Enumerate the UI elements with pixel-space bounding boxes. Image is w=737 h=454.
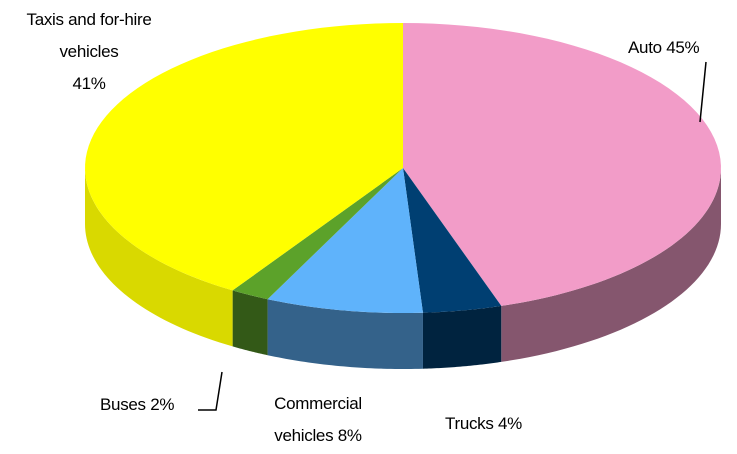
data-label: Commercial vehicles 8% xyxy=(248,388,388,452)
leader-line xyxy=(699,61,707,123)
value-label: 8% xyxy=(337,426,362,445)
value-label: 2% xyxy=(150,395,175,414)
leader-line xyxy=(198,371,223,411)
category-label: Trucks xyxy=(445,414,494,433)
slice xyxy=(85,23,404,291)
category-label: Commercial vehicles xyxy=(274,394,362,445)
category-label: Taxis and for-hire vehicles xyxy=(26,10,152,61)
data-label: Taxis and for-hire vehicles 41% xyxy=(0,4,178,100)
value-label: 45% xyxy=(666,38,700,57)
slice-side xyxy=(85,168,233,347)
slice xyxy=(232,168,403,300)
slice xyxy=(403,23,721,306)
slice-side xyxy=(422,305,502,369)
data-label: Trucks 4% xyxy=(445,408,585,440)
data-label: Buses 2% xyxy=(100,389,200,421)
slice-side xyxy=(501,168,721,362)
slice xyxy=(403,168,502,313)
data-label: Auto 45% xyxy=(628,32,737,64)
value-label: 41% xyxy=(72,74,106,93)
slice-side xyxy=(232,290,268,356)
value-label: 4% xyxy=(498,414,522,433)
category-label: Auto xyxy=(628,38,662,57)
slice xyxy=(267,168,423,313)
slice-side xyxy=(267,299,423,369)
category-label: Buses xyxy=(100,395,146,414)
